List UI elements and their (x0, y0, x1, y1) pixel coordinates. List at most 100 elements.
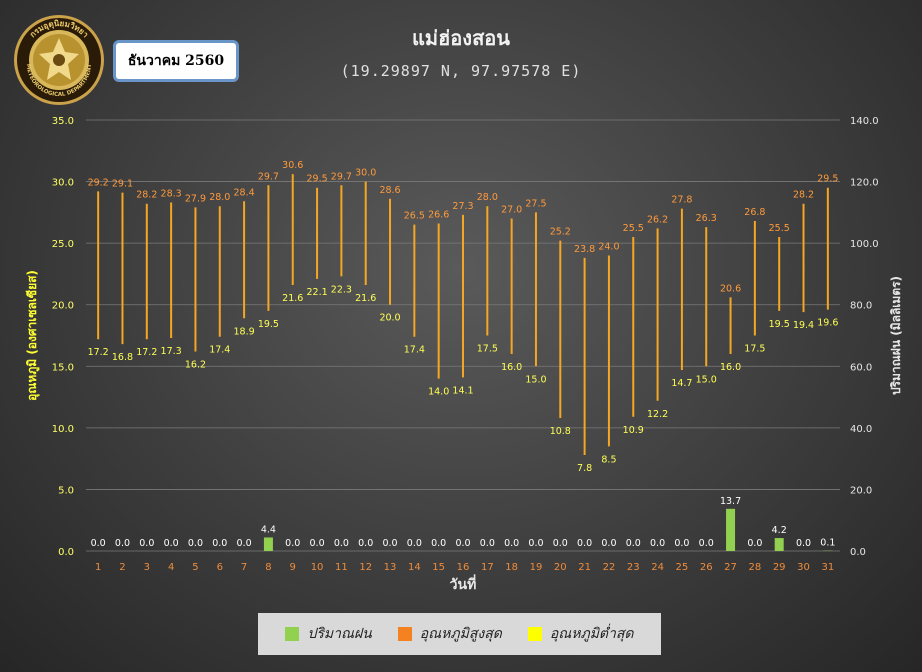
rain-data-label: 0.0 (382, 538, 397, 549)
min-temp-label: 17.2 (88, 347, 109, 358)
legend-swatch-max-temp (397, 627, 412, 641)
x-tick-label: 26 (700, 562, 713, 573)
legend-swatch-rain (285, 627, 300, 641)
x-tick-label: 22 (603, 562, 616, 573)
legend-item-min-temp: อุณหภูมิต่ำสุด (527, 623, 634, 645)
max-temp-label: 27.0 (501, 205, 522, 216)
y-right-axis-title: ปริมาณฝน (มิลลิเมตร) (889, 276, 903, 395)
min-temp-label: 17.5 (477, 344, 498, 355)
rain-data-label: 0.0 (577, 538, 592, 549)
rain-data-label: 0.0 (699, 538, 714, 549)
max-temp-label: 23.8 (574, 244, 595, 255)
max-temp-label: 28.6 (379, 185, 400, 196)
y-left-axis-title: อุณหภูมิ (องศาเซลเซียส) (25, 270, 40, 401)
x-tick-label: 3 (144, 562, 150, 573)
rain-data-label: 0.0 (674, 538, 689, 549)
max-temp-label: 29.7 (258, 171, 279, 182)
rain-data-label: 0.0 (358, 538, 373, 549)
x-tick-label: 27 (724, 562, 737, 573)
rain-data-label: 0.0 (285, 538, 300, 549)
rain-data-label: 0.0 (528, 538, 543, 549)
x-tick-label: 9 (290, 562, 296, 573)
y-right-tick-label: 120.0 (850, 178, 879, 189)
x-tick-label: 25 (676, 562, 689, 573)
meteorological-department-seal: กรมอุตุนิยมวิทยา METEOROLOGICAL DEPARTME… (14, 15, 104, 105)
max-temp-label: 29.1 (112, 179, 133, 190)
min-temp-label: 19.6 (817, 318, 838, 329)
x-tick-label: 28 (749, 562, 762, 573)
rain-data-label: 0.0 (91, 538, 106, 549)
max-temp-label: 27.3 (452, 201, 473, 212)
rain-data-label: 4.2 (772, 525, 787, 536)
rain-data-label: 0.1 (820, 538, 835, 549)
max-temp-label: 26.5 (404, 211, 425, 222)
y-right-tick-label: 40.0 (850, 424, 872, 435)
min-temp-label: 10.8 (550, 426, 571, 437)
max-temp-label: 25.2 (550, 227, 571, 238)
y-left-tick-label: 35.0 (52, 116, 74, 127)
min-temp-label: 14.0 (428, 387, 449, 398)
y-right-tick-label: 20.0 (850, 485, 872, 496)
min-temp-label: 21.6 (355, 293, 376, 304)
min-temp-label: 22.3 (331, 284, 352, 295)
chart-title: แม่ฮ่องสอน (412, 26, 510, 50)
x-tick-label: 19 (530, 562, 543, 573)
max-temp-label: 28.0 (209, 192, 230, 203)
x-tick-label: 21 (578, 562, 591, 573)
max-temp-label: 26.8 (744, 207, 765, 218)
max-temp-label: 28.4 (234, 187, 255, 198)
y-right-tick-label: 100.0 (850, 239, 879, 250)
rain-data-label: 0.0 (139, 538, 154, 549)
max-temp-label: 28.0 (477, 192, 498, 203)
x-tick-label: 2 (119, 562, 125, 573)
y-left-tick-label: 20.0 (52, 301, 74, 312)
x-tick-label: 5 (192, 562, 198, 573)
min-temp-label: 19.4 (793, 320, 814, 331)
x-axis-title: วันที่ (450, 574, 477, 593)
rain-data-label: 0.0 (553, 538, 568, 549)
rain-data-label: 0.0 (601, 538, 616, 549)
min-temp-label: 19.5 (769, 319, 790, 330)
max-temp-label: 27.5 (525, 198, 546, 209)
rain-data-label: 4.4 (261, 524, 276, 535)
rain-data-label: 0.0 (796, 538, 811, 549)
max-temp-label: 27.8 (671, 195, 692, 206)
min-temp-label: 20.0 (379, 313, 400, 324)
max-temp-label: 28.2 (136, 190, 157, 201)
min-temp-label: 17.3 (161, 346, 182, 357)
rain-data-label: 0.0 (115, 538, 130, 549)
y-left-tick-label: 0.0 (58, 547, 74, 558)
x-tick-label: 23 (627, 562, 640, 573)
x-tick-label: 4 (168, 562, 174, 573)
max-temp-label: 20.6 (720, 283, 741, 294)
min-temp-label: 15.0 (696, 374, 717, 385)
min-temp-label: 19.5 (258, 319, 279, 330)
max-temp-label: 30.0 (355, 168, 376, 179)
rain-data-label: 0.0 (504, 538, 519, 549)
rain-data-label: 0.0 (480, 538, 495, 549)
x-tick-label: 6 (217, 562, 223, 573)
max-temp-label: 29.7 (331, 171, 352, 182)
legend-item-max-temp: อุณหภูมิสูงสุด (397, 623, 502, 645)
month-label: ธันวาคม 2560 (113, 40, 239, 82)
x-tick-label: 18 (505, 562, 518, 573)
x-tick-label: 14 (408, 562, 421, 573)
max-temp-label: 28.2 (793, 190, 814, 201)
x-tick-label: 16 (457, 562, 470, 573)
max-temp-label: 29.2 (88, 177, 109, 188)
max-temp-label: 29.5 (817, 174, 838, 185)
min-temp-label: 8.5 (601, 454, 616, 465)
rain-data-label: 0.0 (455, 538, 470, 549)
x-tick-label: 12 (359, 562, 372, 573)
min-temp-label: 16.0 (720, 362, 741, 373)
x-tick-label: 15 (432, 562, 445, 573)
max-temp-label: 25.5 (769, 223, 790, 234)
x-tick-label: 8 (265, 562, 271, 573)
legend: ปริมาณฝน อุณหภูมิสูงสุด อุณหภูมิต่ำสุด (258, 613, 661, 655)
min-temp-label: 12.2 (647, 409, 668, 420)
rain-data-label: 0.0 (747, 538, 762, 549)
x-tick-label: 17 (481, 562, 494, 573)
rain-data-label: 0.0 (310, 538, 325, 549)
